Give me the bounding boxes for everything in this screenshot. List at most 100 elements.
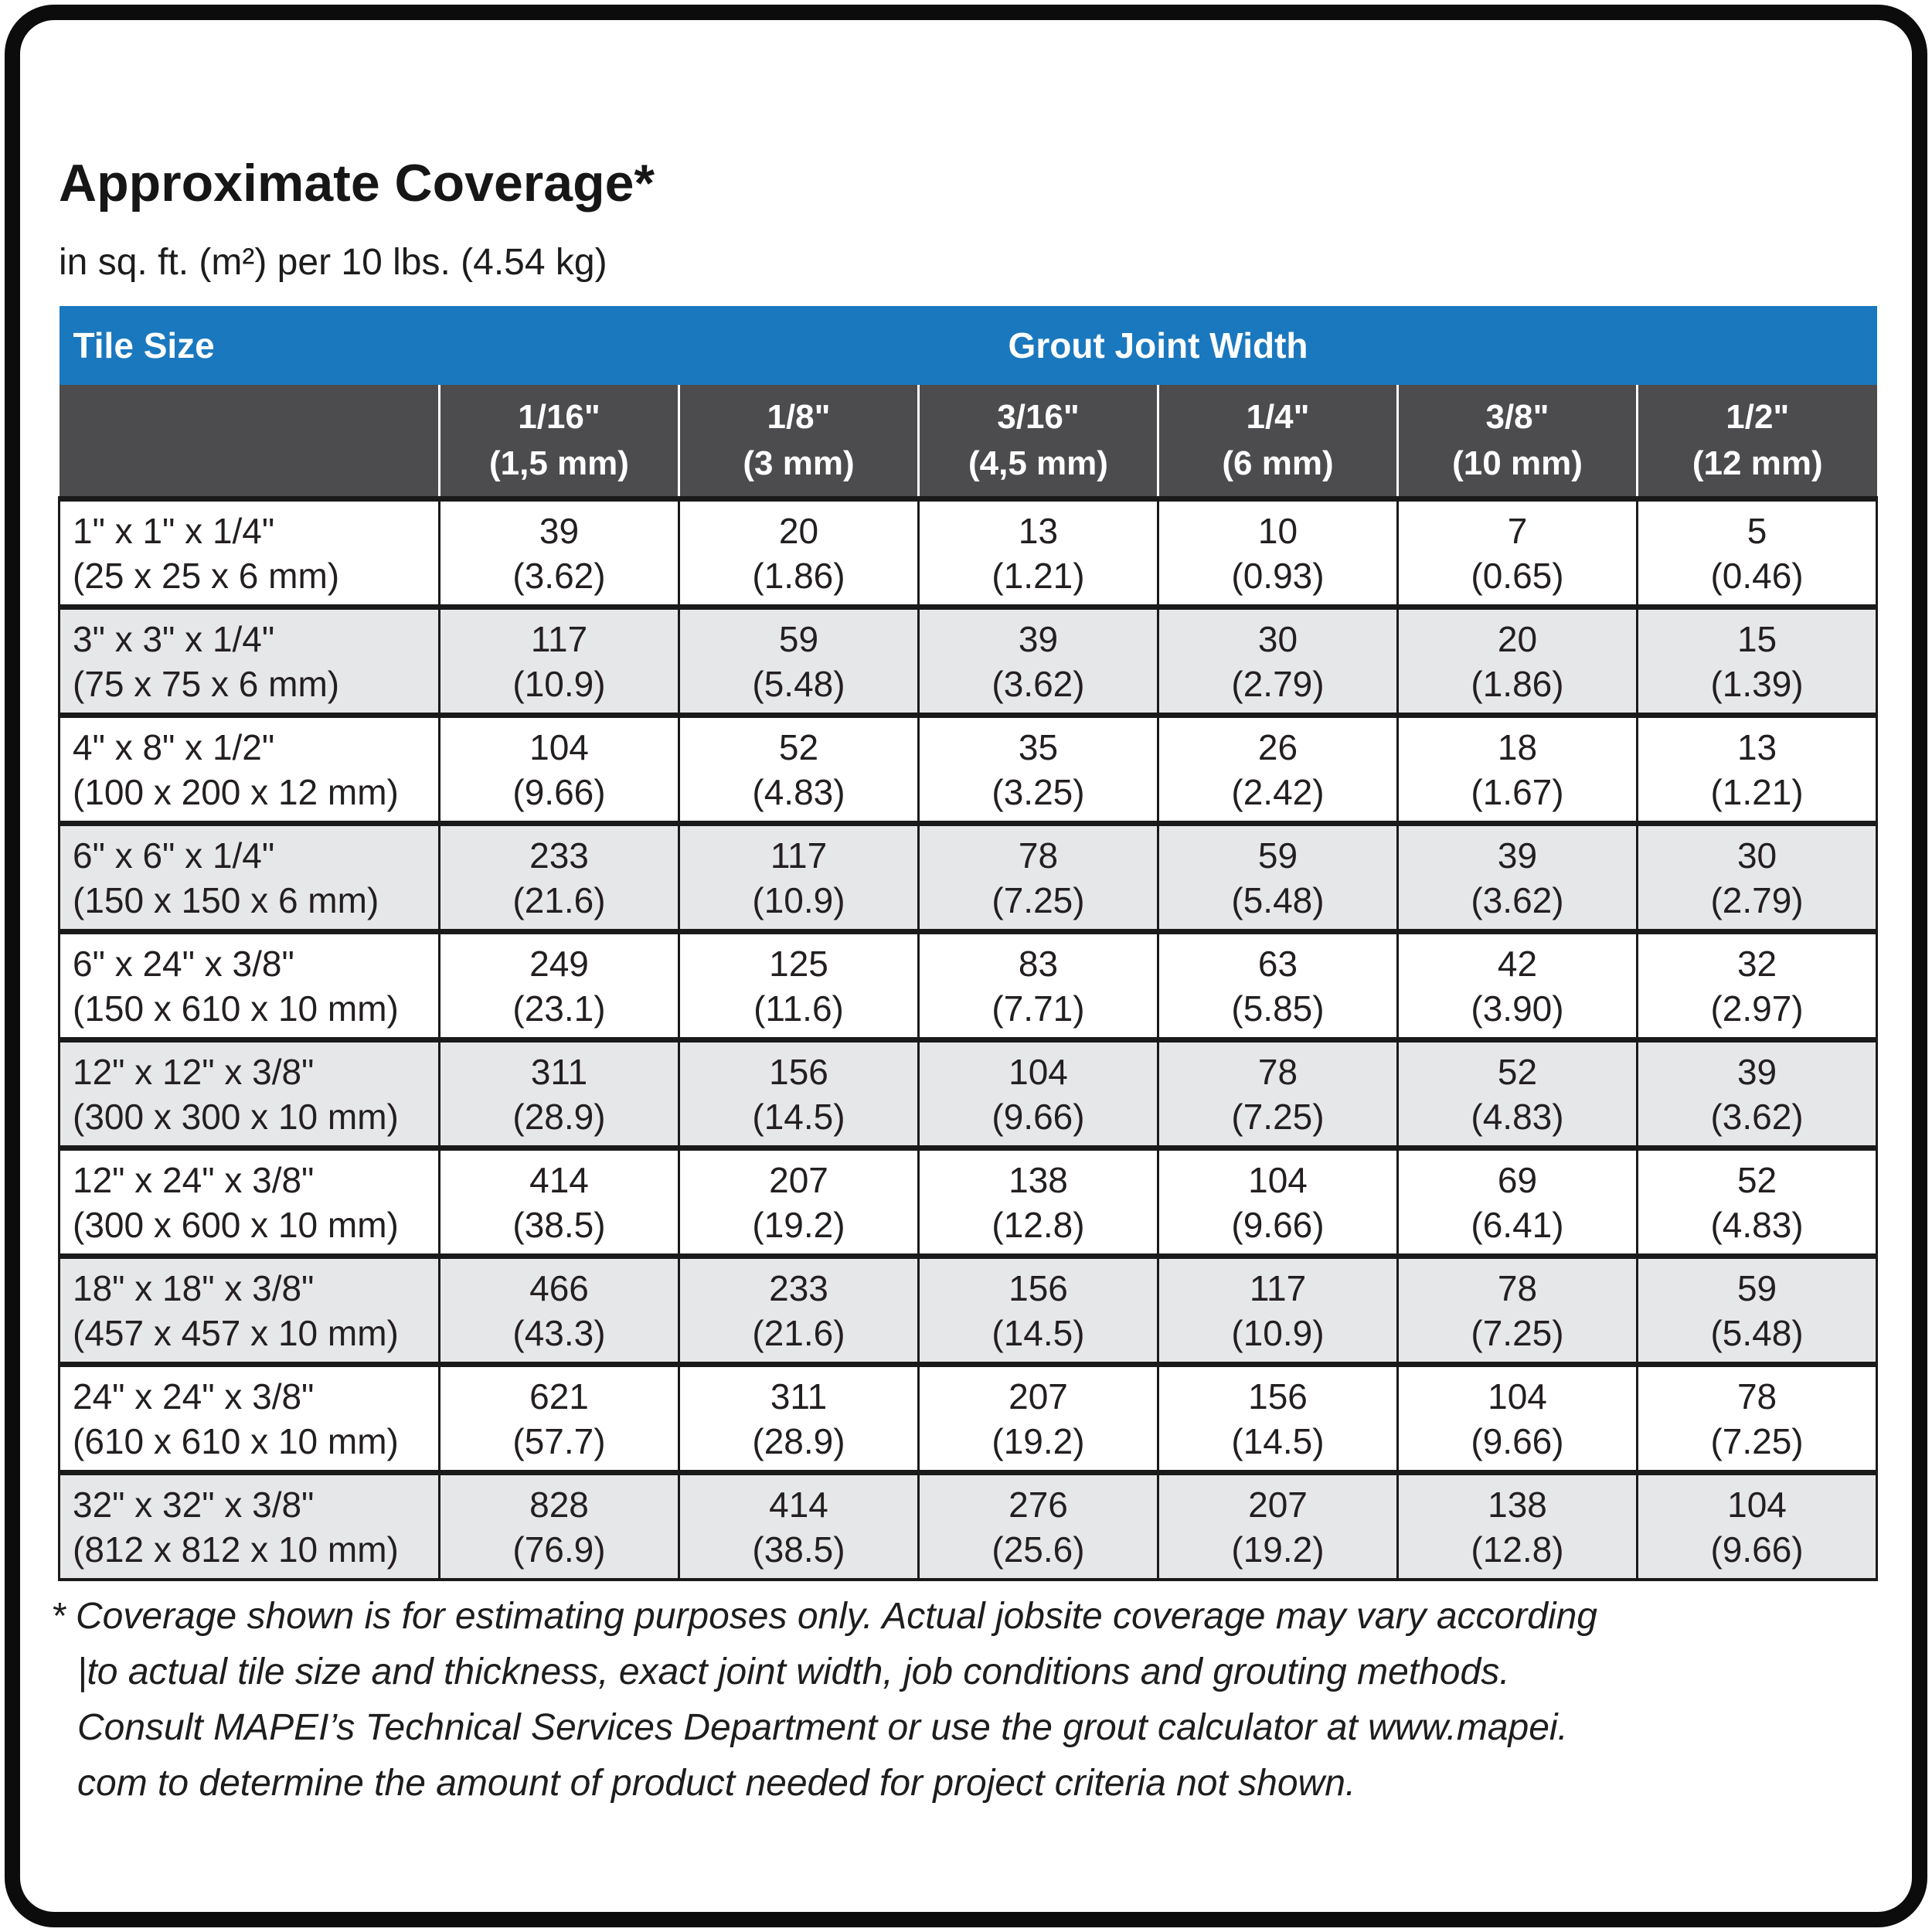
coverage-m2: (7.25) [1710,1420,1804,1461]
value-cell-9-3: 207 (19.2) [1157,1470,1399,1581]
coverage-sqft: 59 [778,618,819,659]
coverage-m2: (43.3) [512,1312,606,1353]
coverage-sqft: 63 [1257,943,1298,984]
value-cell-4-3: 63 (5.85) [1157,929,1399,1041]
coverage-m2: (14.5) [1231,1420,1325,1461]
value-cell-1-0: 117 (10.9) [438,604,680,716]
coverage-sqft: 78 [1018,835,1059,876]
column-header-row: 1/16" (1,5 mm) 1/8" (3 mm) 3/16" (4,5 mm) 1/4"… [59,385,1877,499]
table-row-1: 3" x 3" x 1/4" (75 x 75 x 6 mm) 117 (10.9) 5… [58,604,1879,716]
grout-width-inch-label: 3/16" [997,398,1080,436]
tile-size-metric: (300 x 300 x 10 mm) [73,1096,399,1137]
coverage-m2: (28.9) [512,1096,606,1137]
grout-width-inch-label: 1/2" [1726,398,1790,436]
tile-cell: 12" x 12" x 3/8" (300 x 300 x 10 mm) [58,1037,440,1149]
value-cell-5-2: 104 (9.66) [917,1037,1159,1149]
coverage-m2: (1.86) [752,555,845,596]
coverage-m2: (38.5) [752,1529,845,1570]
value-cell-2-1: 52 (4.83) [678,713,920,825]
coverage-m2: (0.93) [1231,555,1325,596]
value-cell-6-3: 104 (9.66) [1157,1145,1399,1257]
coverage-m2: (4.83) [1471,1096,1564,1137]
value-cell-6-4: 69 (6.41) [1396,1145,1638,1257]
value-cell-3-3: 59 (5.48) [1157,821,1399,933]
coverage-m2: (7.25) [992,879,1085,920]
tile-cell: 18" x 18" x 3/8" (457 x 457 x 10 mm) [58,1253,440,1366]
coverage-m2: (12.8) [1471,1529,1564,1570]
column-header-2: 3/16" (4,5 mm) [917,385,1158,499]
coverage-m2: (1.21) [992,555,1085,596]
value-cell-6-0: 414 (38.5) [438,1145,680,1257]
value-cell-8-4: 104 (9.66) [1396,1362,1638,1474]
value-cell-9-2: 276 (25.6) [917,1470,1159,1581]
value-cell-1-3: 30 (2.79) [1157,604,1399,716]
grout-width-mm-label: (3 mm) [743,444,855,482]
coverage-sqft: 125 [769,943,828,984]
coverage-sqft: 104 [1727,1484,1787,1525]
coverage-m2: (12.8) [992,1204,1085,1245]
coverage-sqft: 39 [539,510,580,551]
grout-width-inch-label: 3/8" [1485,398,1549,436]
footnote-line-2: Consult MAPEI’s Technical Services Depar… [77,1707,1568,1748]
coverage-sqft: 39 [1018,618,1059,659]
coverage-sqft: 117 [530,618,588,659]
coverage-m2: (4.83) [752,771,845,812]
coverage-m2: (1.21) [1710,771,1804,812]
coverage-sqft: 621 [529,1376,589,1417]
value-cell-7-2: 156 (14.5) [917,1253,1159,1366]
value-cell-9-0: 828 (76.9) [438,1470,680,1581]
table-row-2: 4" x 8" x 1/2" (100 x 200 x 12 mm) 104 (9.6… [58,713,1879,825]
value-cell-2-4: 18 (1.67) [1396,713,1638,825]
value-cell-0-1: 20 (1.86) [678,496,920,608]
value-cell-3-0: 233 (21.6) [438,821,680,933]
grout-width-mm-label: (12 mm) [1692,444,1823,482]
coverage-sqft: 5 [1747,510,1767,551]
value-cell-7-3: 117 (10.9) [1157,1253,1399,1366]
tile-size-metric: (150 x 610 x 10 mm) [73,988,399,1029]
coverage-m2: (0.65) [1471,555,1564,596]
table-row-5: 12" x 12" x 3/8" (300 x 300 x 10 mm) 311 (2… [58,1037,1879,1149]
coverage-m2: (3.62) [1471,879,1564,920]
value-cell-8-5: 78 (7.25) [1635,1362,1879,1474]
table-body: 1" x 1" x 1/4" (25 x 25 x 6 mm) 39 (3.62) 20… [58,496,1879,1581]
coverage-m2: (10.9) [752,879,845,920]
coverage-sqft: 10 [1257,510,1298,551]
coverage-m2: (28.9) [752,1420,845,1461]
coverage-sqft: 7 [1507,510,1528,551]
coverage-m2: (7.71) [992,988,1085,1029]
value-cell-3-1: 117 (10.9) [678,821,920,933]
tile-cell: 3" x 3" x 1/4" (75 x 75 x 6 mm) [58,604,440,716]
value-cell-2-2: 35 (3.25) [917,713,1159,825]
coverage-m2: (3.62) [512,555,606,596]
value-cell-4-0: 249 (23.1) [438,929,680,1041]
value-cell-3-4: 39 (3.62) [1396,821,1638,933]
coverage-m2: (5.48) [752,663,845,704]
coverage-sqft: 42 [1497,943,1538,984]
value-cell-7-4: 78 (7.25) [1396,1253,1638,1366]
coverage-sqft: 207 [1009,1376,1068,1417]
coverage-sqft: 249 [529,943,589,984]
blue-header-row: Tile Size Grout Joint Width [59,306,1877,385]
tile-cell: 32" x 32" x 3/8" (812 x 812 x 10 mm) [58,1470,440,1581]
coverage-sqft: 104 [1488,1376,1547,1417]
coverage-sqft: 233 [769,1267,828,1308]
grout-width-mm-label: (1,5 mm) [489,444,629,482]
coverage-sqft: 117 [1249,1267,1307,1308]
value-cell-2-3: 26 (2.42) [1157,713,1399,825]
coverage-sqft: 13 [1736,726,1777,767]
coverage-m2: (14.5) [992,1312,1085,1353]
coverage-m2: (5.85) [1231,988,1325,1029]
value-cell-5-1: 156 (14.5) [678,1037,920,1149]
value-cell-2-0: 104 (9.66) [438,713,680,825]
coverage-sqft: 207 [1248,1484,1308,1525]
coverage-sqft: 311 [530,1051,588,1092]
tile-size-header: Tile Size [59,306,440,385]
coverage-sqft: 78 [1257,1051,1298,1092]
coverage-sqft: 52 [1497,1051,1538,1092]
value-cell-1-5: 15 (1.39) [1635,604,1879,716]
footnote-line-3: com to determine the amount of product n… [77,1763,1356,1804]
footnote: * Coverage shown is for estimating purpo… [51,1589,1906,1811]
table-row-6: 12" x 24" x 3/8" (300 x 600 x 10 mm) 414 (3… [58,1145,1879,1257]
coverage-sqft: 828 [529,1484,589,1525]
